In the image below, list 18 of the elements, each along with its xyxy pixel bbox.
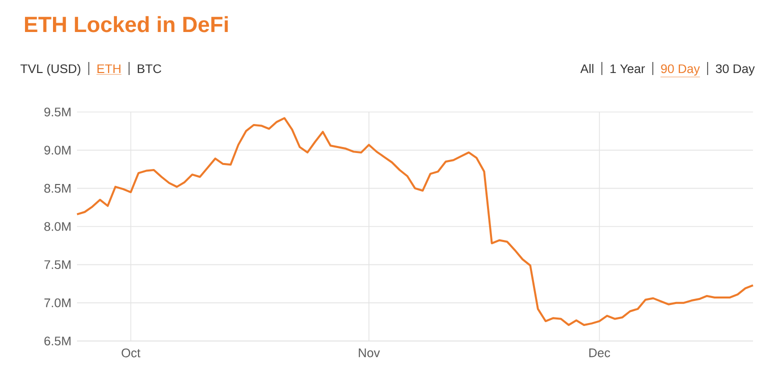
text: BTC: [138, 64, 162, 74]
x-tick-label: Dec: [589, 348, 610, 358]
chart-title: ETH Locked in DeFi: [24, 16, 228, 32]
y-tick-label: 9.0M: [44, 146, 70, 155]
y-tick-label: 6.5M: [44, 336, 70, 346]
text: TVL (USD): [20, 64, 80, 76]
x-tick-label: Nov: [358, 348, 380, 358]
text: 30 Day: [716, 64, 755, 76]
text: All: [580, 64, 594, 73]
y-tick-label: 8.5M: [44, 184, 70, 193]
text: ETH: [98, 64, 120, 73]
y-tick-label: 8.0M: [44, 222, 70, 231]
y-tick-label: 9.5M: [44, 108, 70, 116]
y-tick-label: 7.5M: [44, 260, 70, 270]
y-tick-label: 7.0M: [44, 298, 70, 308]
x-tick-label: Oct: [122, 348, 140, 358]
text: 90 Day: [661, 64, 700, 76]
text: 1 Year: [610, 64, 645, 74]
